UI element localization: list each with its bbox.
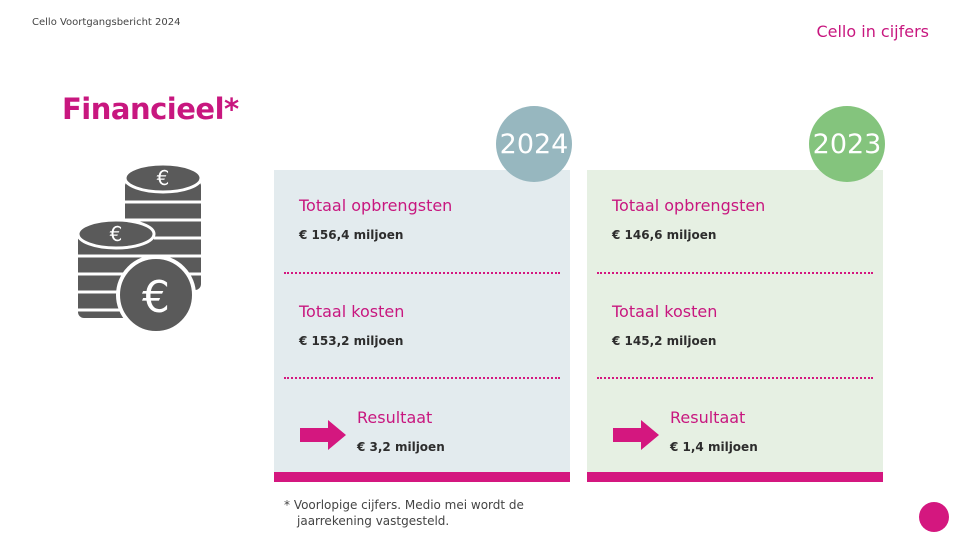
dotted-divider (284, 377, 560, 379)
result-label: Resultaat (357, 408, 433, 427)
card-bottom-bar (274, 472, 570, 482)
revenue-label: Totaal opbrengsten (612, 196, 766, 215)
svg-text:€: € (157, 166, 170, 190)
svg-text:€: € (142, 272, 170, 323)
euro-coins-icon: € € € (76, 162, 203, 335)
year-badge-2024: 2024 (496, 106, 572, 182)
footnote-line-2: jaarrekening vastgesteld. (297, 514, 450, 528)
result-value: € 1,4 miljoen (670, 440, 758, 454)
year-card-2024: 2024 Totaal opbrengsten € 156,4 miljoen … (274, 106, 572, 482)
dotted-divider (597, 272, 873, 274)
result-value: € 3,2 miljoen (357, 440, 445, 454)
page-title: Financieel* (62, 92, 239, 126)
arrow-right-icon (300, 420, 346, 450)
section-title-link[interactable]: Cello in cijfers (816, 22, 929, 41)
card-bottom-bar (587, 472, 883, 482)
footnote-line-1: * Voorlopige cijfers. Medio mei wordt de (284, 498, 524, 512)
footnote: * Voorlopige cijfers. Medio mei wordt de… (284, 497, 544, 529)
revenue-label: Totaal opbrengsten (299, 196, 453, 215)
dotted-divider (284, 272, 560, 274)
result-label: Resultaat (670, 408, 746, 427)
arrow-right-icon (613, 420, 659, 450)
costs-value: € 145,2 miljoen (612, 334, 717, 348)
year-card-2023: 2023 Totaal opbrengsten € 146,6 miljoen … (587, 106, 885, 482)
dotted-divider (597, 377, 873, 379)
svg-text:€: € (110, 222, 123, 246)
revenue-value: € 156,4 miljoen (299, 228, 404, 242)
document-title: Cello Voortgangsbericht 2024 (32, 17, 181, 28)
navigation-dot-button[interactable] (919, 502, 949, 532)
costs-label: Totaal kosten (612, 302, 718, 321)
costs-value: € 153,2 miljoen (299, 334, 404, 348)
year-badge-2023: 2023 (809, 106, 885, 182)
revenue-value: € 146,6 miljoen (612, 228, 717, 242)
costs-label: Totaal kosten (299, 302, 405, 321)
